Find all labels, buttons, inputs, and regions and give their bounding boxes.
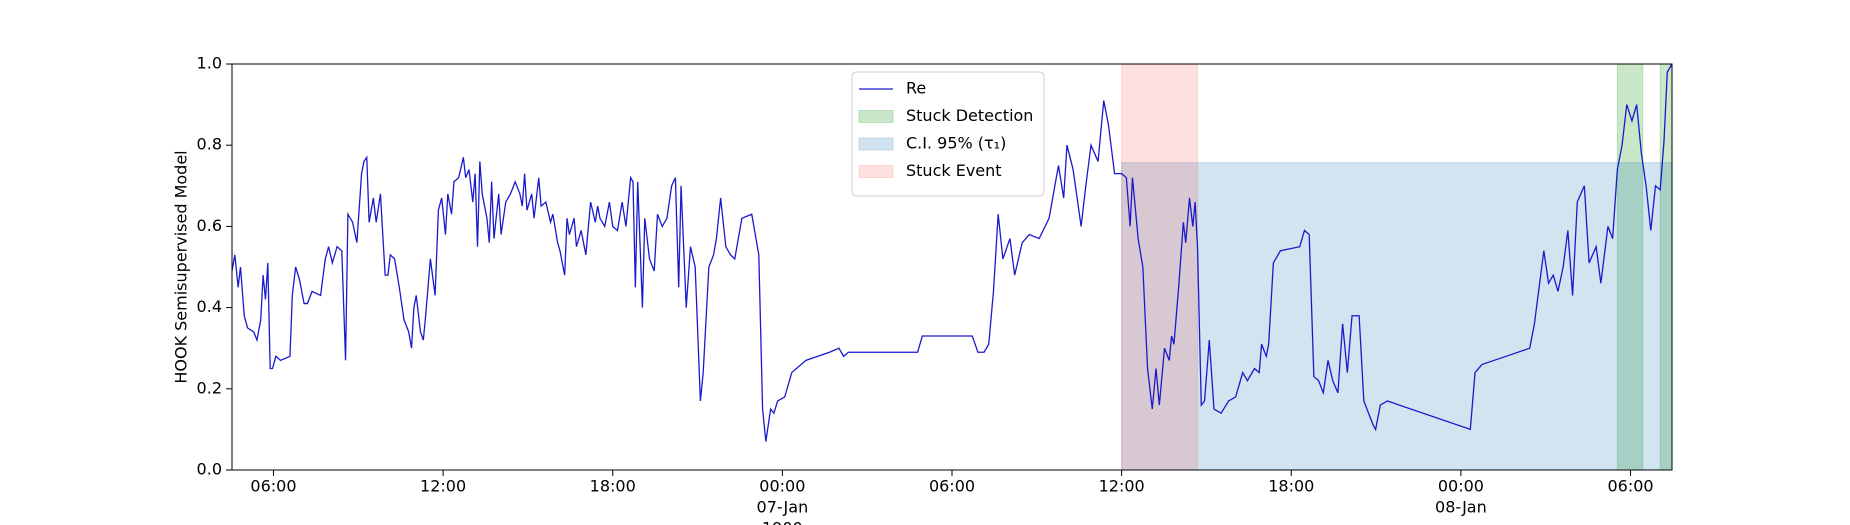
legend-box — [851, 71, 1045, 197]
legend-patch — [858, 165, 894, 178]
x-tick-label: 12:00 — [1099, 477, 1145, 496]
data-line — [231, 63, 1673, 442]
x-tick-label: 07-Jan — [757, 498, 809, 517]
region — [1616, 63, 1644, 471]
x-tick-label: 1900 — [762, 519, 803, 525]
region — [1121, 63, 1198, 471]
legend-label: Re — [906, 79, 926, 98]
legend-patch — [858, 137, 894, 151]
legend-label: Stuck Detection — [906, 106, 1033, 125]
legend: Re Stuck Detection C.I. 95% (τ₁) Stuck Even… — [851, 71, 1045, 197]
y-tick-label: 0.4 — [197, 297, 222, 316]
legend-patch — [858, 110, 894, 123]
x-tick-label: 06:00 — [1607, 477, 1653, 496]
x-tick-label: 18:00 — [590, 477, 636, 496]
y-tick-label: 0.6 — [197, 216, 222, 235]
region — [1121, 162, 1673, 471]
y-axis-label: HOOK Semisupervised Model — [172, 150, 191, 383]
y-tick-label: 1.0 — [197, 54, 222, 73]
legend-label: Stuck Event — [906, 161, 1002, 180]
x-tick-label: 18:00 — [1268, 477, 1314, 496]
y-tick-label: 0.2 — [197, 378, 222, 397]
x-tick-label: 00:00 — [759, 477, 805, 496]
y-tick-label: 0.0 — [197, 460, 222, 479]
x-tick-label: 06:00 — [929, 477, 975, 496]
x-tick-label: 00:00 — [1438, 477, 1484, 496]
x-tick-label: 08-Jan — [1435, 498, 1487, 517]
x-tick-label: 06:00 — [250, 477, 296, 496]
y-tick-label: 0.8 — [197, 135, 222, 154]
x-tick-label: 12:00 — [420, 477, 466, 496]
legend-label: C.I. 95% (τ₁) — [906, 134, 1006, 153]
